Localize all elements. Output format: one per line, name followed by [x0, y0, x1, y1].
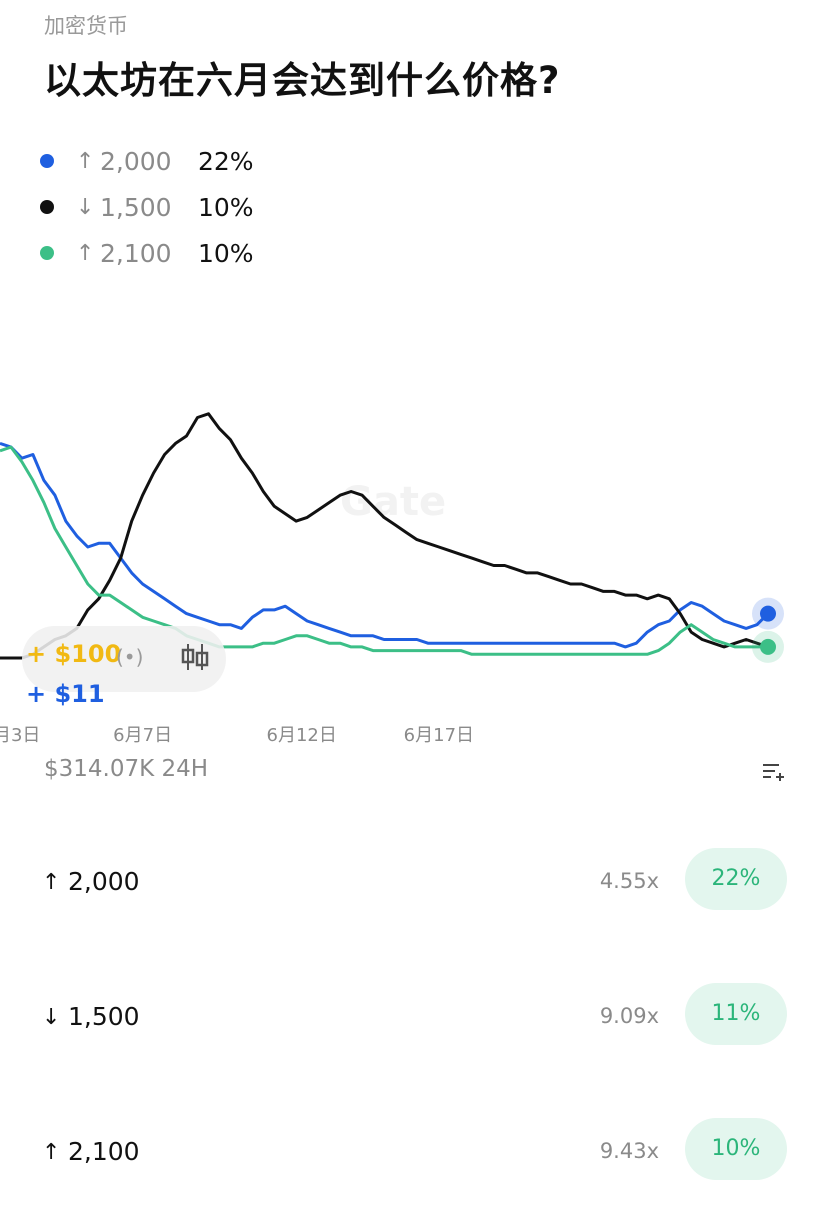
series-endpoint-2 — [760, 638, 776, 655]
broadcast-icon[interactable]: (•) — [116, 645, 144, 669]
page-title: 以太坊在六月会达到什么价格? — [44, 59, 561, 102]
outcome-label: 1,500 — [68, 1002, 140, 1031]
legend-item: ↓ 1,500 10% — [40, 184, 254, 230]
outcome-label: 2,000 — [68, 867, 140, 896]
outcome-arrow: ↑ — [42, 870, 61, 895]
legend-item: ↑ 2,000 22% — [40, 138, 254, 184]
legend-percent: 22% — [198, 146, 254, 176]
category-label: 加密货币 — [44, 14, 128, 38]
bet-marker-blue: + $11 — [26, 680, 105, 708]
outcome-multiplier: 4.55x — [599, 869, 659, 893]
x-tick-label: 6月7日 — [113, 725, 172, 746]
legend-arrow: ↑ — [76, 148, 95, 174]
chart-watermark: Gate — [340, 479, 446, 525]
outcome-row[interactable]: ↑ 2,000 4.55x 22% — [0, 842, 829, 932]
series-line-0 — [0, 441, 770, 649]
legend-item: ↑ 2,100 10% — [40, 230, 254, 276]
series-line-2 — [0, 445, 768, 656]
x-tick-label: 6月17日 — [404, 725, 474, 746]
legend-threshold: 2,100 — [100, 238, 172, 268]
outcome-label: 2,100 — [68, 1137, 140, 1166]
outcome-multiplier: 9.09x — [599, 1004, 659, 1028]
legend-threshold: 1,500 — [100, 192, 172, 222]
candlestick-icon[interactable] — [178, 640, 212, 674]
outcome-percent-button[interactable]: 22% — [685, 848, 787, 910]
bet-marker-yellow: + $100 — [26, 640, 122, 668]
outcome-row[interactable]: ↑ 2,100 9.43x 10% — [0, 1112, 829, 1202]
outcome-multiplier: 9.43x — [599, 1139, 659, 1163]
sort-filter-icon[interactable] — [760, 758, 786, 784]
legend-percent: 10% — [198, 238, 254, 268]
price-chart[interactable]: Gate 6月3日 6月7日 6月12日 6月17日 — [0, 300, 829, 750]
legend-percent: 10% — [198, 192, 254, 222]
x-tick-label: 6月12日 — [267, 725, 337, 746]
legend-dot-icon — [40, 246, 54, 260]
x-tick-label: 6月3日 — [0, 725, 40, 746]
outcome-percent-button[interactable]: 10% — [685, 1118, 787, 1180]
outcome-arrow: ↓ — [42, 1005, 61, 1030]
chart-legend: ↑ 2,000 22% ↓ 1,500 10% ↑ 2,100 10% — [40, 138, 254, 276]
legend-threshold: 2,000 — [100, 146, 172, 176]
series-line-1 — [0, 412, 769, 660]
legend-dot-icon — [40, 200, 54, 214]
outcome-row[interactable]: ↓ 1,500 9.09x 11% — [0, 977, 829, 1067]
outcome-arrow: ↑ — [42, 1140, 61, 1165]
series-endpoint-0 — [760, 605, 776, 622]
outcome-percent-button[interactable]: 11% — [685, 983, 787, 1045]
volume-24h: $314.07K 24H — [44, 756, 209, 782]
legend-arrow: ↑ — [76, 240, 95, 266]
legend-arrow: ↓ — [76, 194, 95, 220]
legend-dot-icon — [40, 154, 54, 168]
